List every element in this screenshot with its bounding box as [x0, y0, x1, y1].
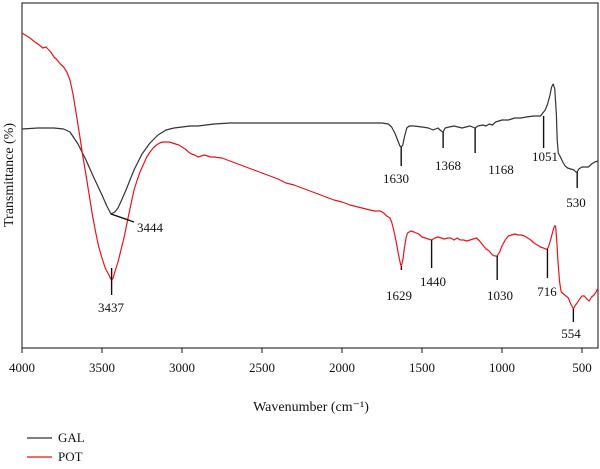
legend: GAL POT	[27, 430, 85, 464]
peak-label-1440: 1440	[420, 274, 446, 289]
peak-label-1030: 1030	[487, 288, 513, 303]
peak-label-716: 716	[537, 284, 557, 299]
x-tick-label: 3500	[89, 360, 115, 375]
peak-label-530: 530	[566, 195, 586, 210]
x-axis-label: Wavenumber (cm⁻¹)	[253, 400, 369, 415]
x-tick-label: 2000	[329, 360, 355, 375]
x-tick-label: 2500	[249, 360, 275, 375]
series-layer	[21, 32, 599, 310]
x-tick-label: 4000	[9, 360, 35, 375]
plot-frame	[21, 2, 599, 349]
peak-leader-3444	[110, 213, 135, 223]
legend-label-pot: POT	[58, 449, 83, 464]
series-line-pot	[21, 32, 599, 310]
peak-label-3444: 3444	[137, 220, 164, 235]
x-axis-ticks: 4000 3500 3000 2500 2000 1500 1000 500	[9, 348, 592, 375]
y-axis-label: Transmittance (%)	[2, 123, 17, 227]
peak-label-1368: 1368	[435, 158, 461, 173]
peak-label-1630: 1630	[383, 171, 409, 186]
series-line-gal	[21, 83, 599, 215]
x-tick-label: 1500	[409, 360, 435, 375]
x-tick-label: 3000	[169, 360, 195, 375]
peak-label-1168: 1168	[488, 162, 514, 177]
peak-label-1629: 1629	[386, 288, 412, 303]
peak-label-3437: 3437	[98, 300, 125, 315]
peak-label-554: 554	[561, 326, 581, 341]
x-tick-label: 1000	[489, 360, 515, 375]
legend-label-gal: GAL	[58, 430, 85, 445]
x-tick-label: 500	[572, 360, 592, 375]
peak-label-1051: 1051	[532, 149, 558, 164]
annotation-layer: 3444 1630 1368 1168 1051 530 3437 1629 1440 1030 7…	[98, 116, 586, 341]
